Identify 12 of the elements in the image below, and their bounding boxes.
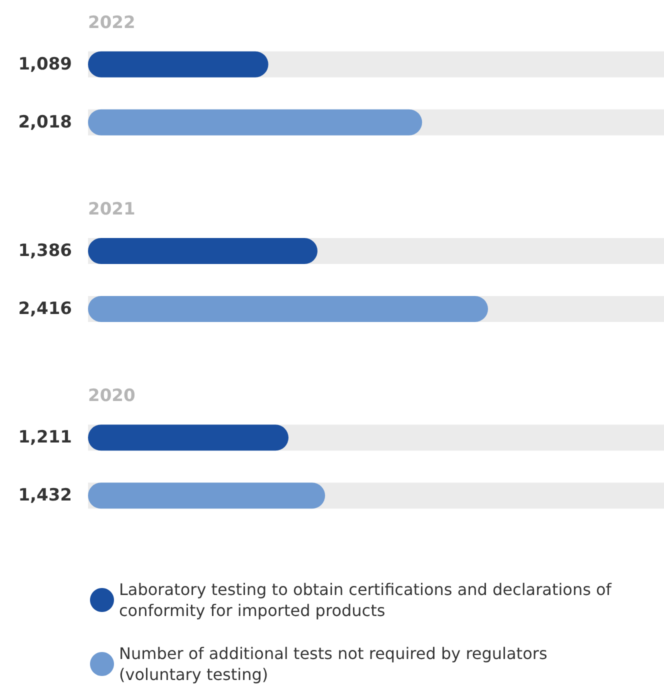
legend-label: Laboratory testing to obtain certifications and declarations of conformity for imported products xyxy=(119,580,617,620)
y-tick-label: 2022 xyxy=(88,12,136,33)
data-label: 1,211 xyxy=(18,428,72,448)
data-label: 1,432 xyxy=(18,486,72,506)
legend-label: Number of additional tests not required by regulators (voluntary testing) xyxy=(119,644,552,684)
data-label: 1,089 xyxy=(18,54,72,74)
y-tick-label: 2020 xyxy=(88,386,136,406)
data-label: 2,018 xyxy=(18,112,72,132)
data-label: 2,416 xyxy=(18,298,72,319)
bar xyxy=(88,51,268,78)
y-tick-label: 2021 xyxy=(88,200,136,220)
data-label: 1,386 xyxy=(18,241,72,262)
